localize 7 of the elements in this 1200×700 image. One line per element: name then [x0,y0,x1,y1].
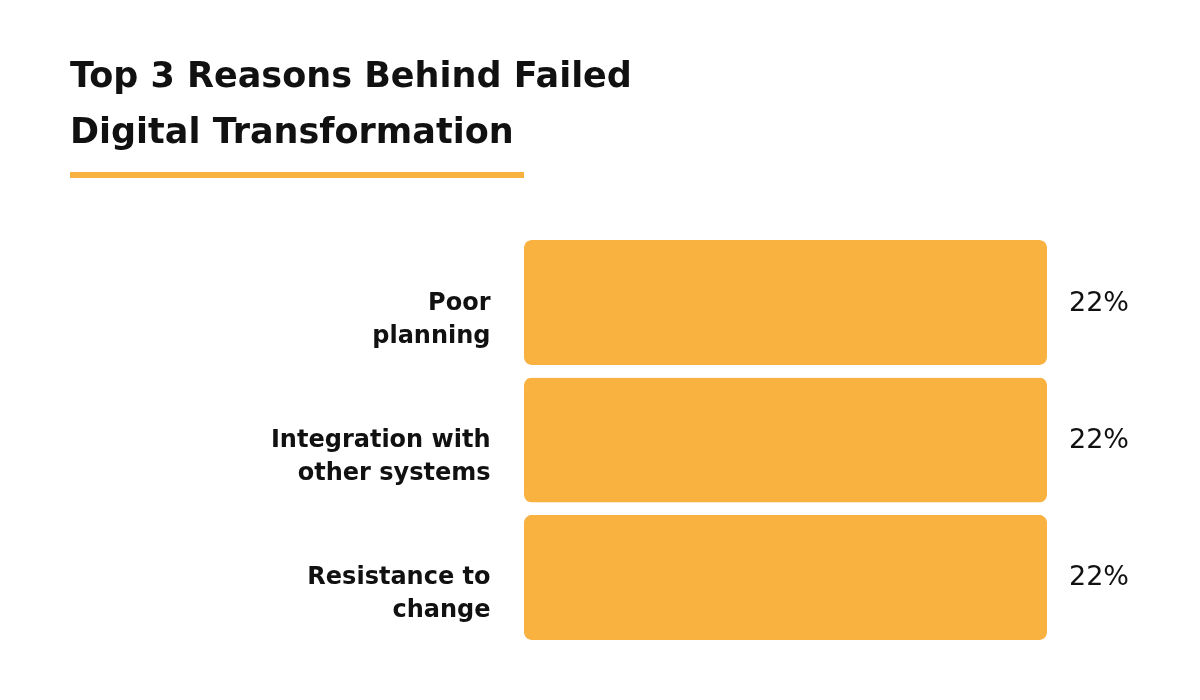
y-tick-label: Resistance to change [307,562,491,624]
data-label: 22% [1069,560,1130,592]
data-label: 22% [1069,285,1130,317]
y-tick-label: Integration with other systems [270,425,491,486]
data-label: 22% [1069,423,1130,454]
y-tick-label: Poor planning [372,287,491,349]
chart-title: Top 3 Reasons Behind Failed Digital Transformation [70,55,632,151]
